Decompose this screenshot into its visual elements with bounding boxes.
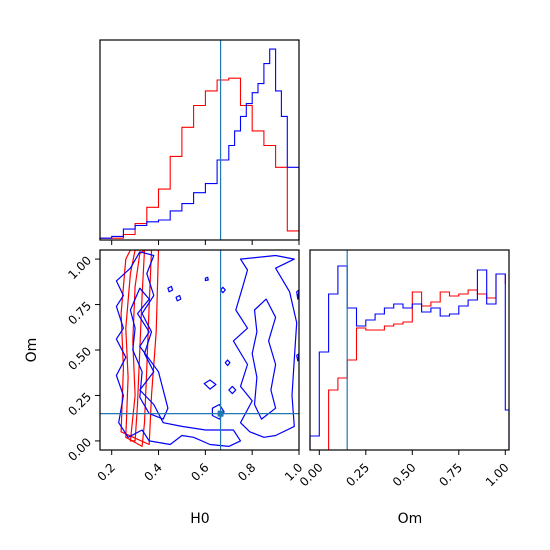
x-axis-label-h0: H0: [190, 511, 209, 527]
contour-blue-level-2: [232, 254, 298, 438]
y-axis-label-om: Om: [24, 338, 40, 363]
contour-truth-marker: [217, 410, 224, 417]
contour-blue-level-13: [296, 289, 299, 300]
h0-histogram-frame: [99, 39, 300, 241]
om-histogram-frame: [309, 249, 510, 451]
contour-blue-level-5: [203, 379, 217, 390]
contour-blue-level-10: [224, 359, 231, 367]
contour-blue-level-1: [129, 287, 169, 420]
contour-red-level-1: [125, 250, 153, 447]
contour-blue-level-8: [204, 276, 209, 282]
om-histogram-blue: [309, 265, 510, 450]
contour-series-group: [115, 250, 299, 447]
h0-histogram-red: [99, 77, 300, 240]
contour-blue-level-6: [175, 294, 182, 302]
contour-blue-level-11: [228, 385, 237, 395]
contour-blue-level-0: [115, 251, 242, 447]
histogram-h0-panel: [99, 39, 300, 245]
h0-histogram-blue: [99, 48, 300, 240]
contour-blue-level-3: [251, 298, 277, 420]
contour-blue-level-12: [296, 353, 299, 362]
contour-red-level-0: [129, 250, 146, 442]
contour-red-level-2: [120, 250, 160, 446]
contour-blue-level-9: [220, 286, 226, 294]
contour-blue-level-7: [167, 285, 174, 293]
x-axis-label-om: Om: [398, 511, 423, 527]
